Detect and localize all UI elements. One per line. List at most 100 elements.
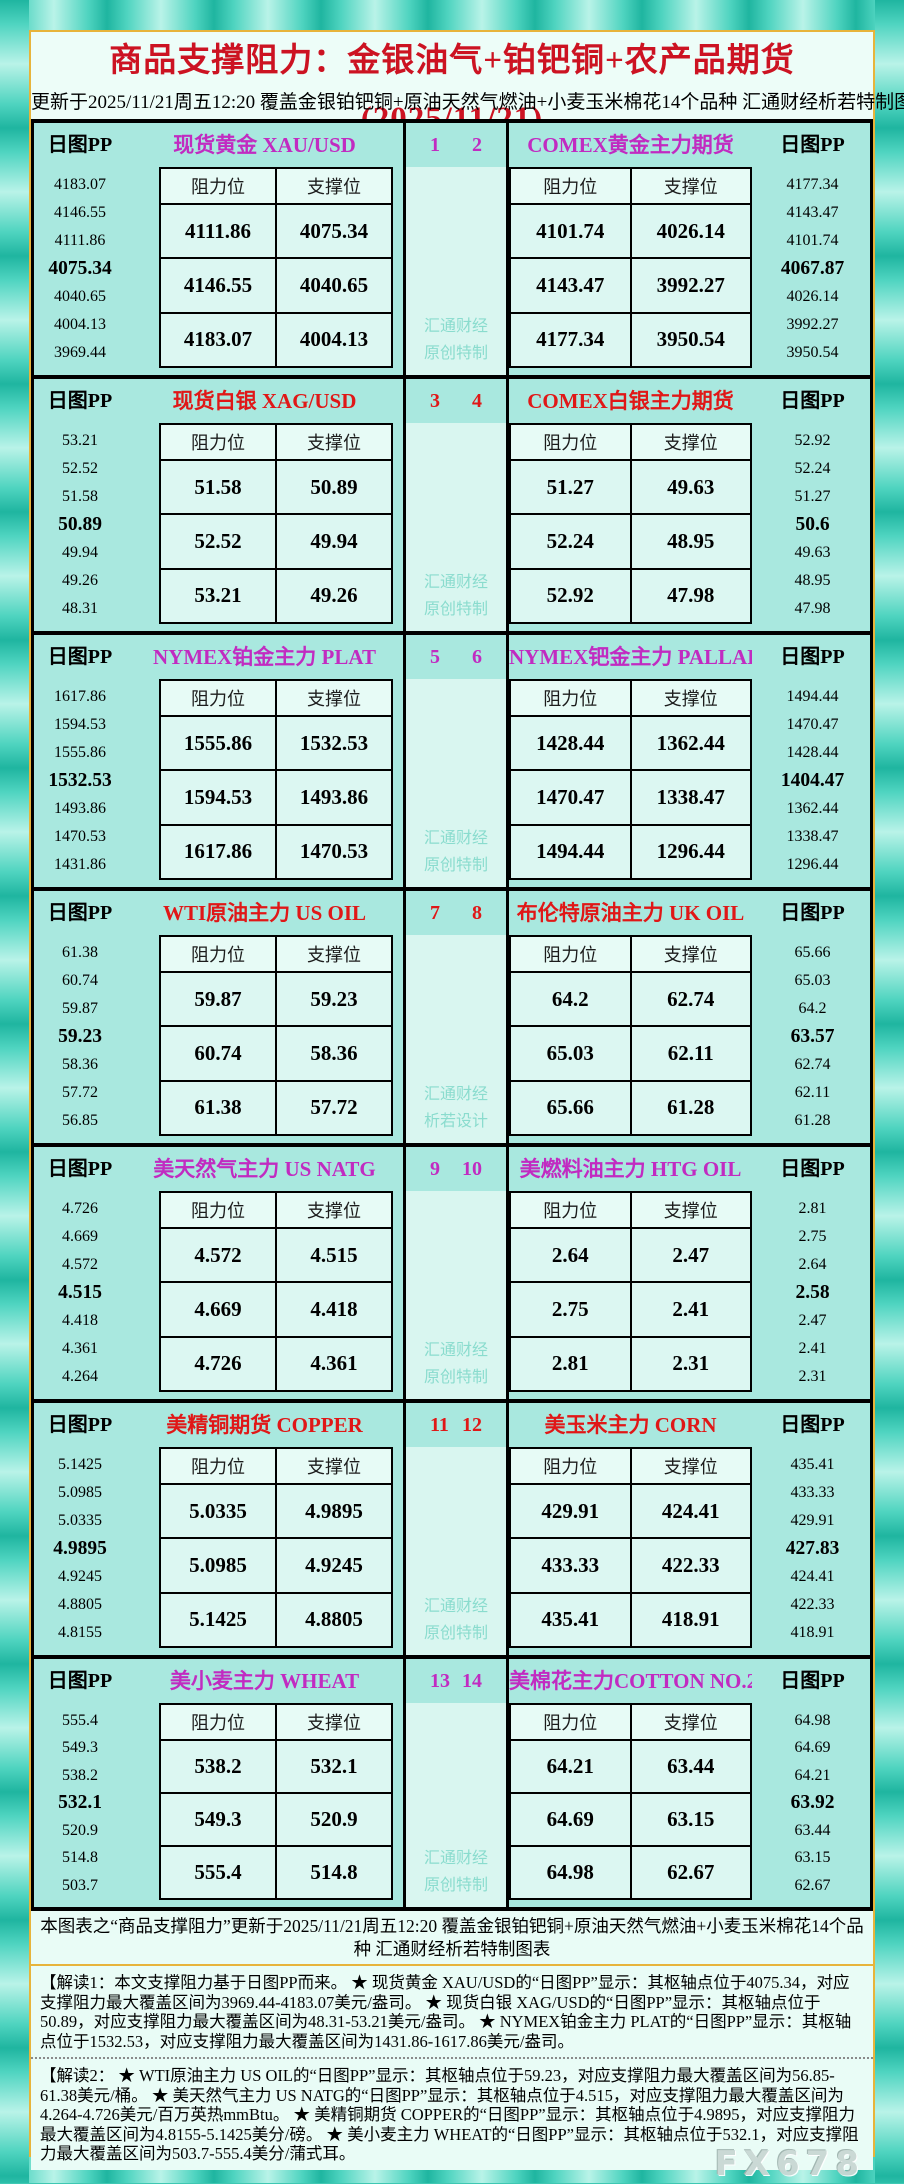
block-index-right: 6 bbox=[472, 645, 482, 668]
pp-level-value: 51.27 bbox=[794, 488, 831, 505]
pp-level-value: 48.95 bbox=[794, 572, 831, 589]
watermark-line-1: 汇通财经 bbox=[423, 1342, 488, 1359]
level-row: 59.87 59.23 bbox=[159, 970, 393, 1028]
pp-level-value: 435.41 bbox=[790, 1456, 835, 1473]
levels-table: 阻力位 支撑位 2.64 2.47 2.75 2.41 2.81 2.31 bbox=[509, 1191, 752, 1393]
pp-level-value: 64.2 bbox=[798, 1000, 827, 1017]
instrument-title: 美棉花主力COTTON NO.2 bbox=[509, 1669, 752, 1693]
center-watermark: 汇通财经 原创特制 bbox=[406, 569, 506, 631]
pp-values: 65.66 65.03 64.2 63.57 62.74 62.11 61.28 bbox=[752, 935, 873, 1143]
block-index-right: 2 bbox=[472, 133, 482, 156]
level-value: 64.98 bbox=[509, 1845, 632, 1900]
left-pp-column: 日图PP 1617.86 1594.53 1555.86 1532.53 1493.86… bbox=[34, 635, 126, 887]
block-indices: 1 2 bbox=[406, 123, 506, 167]
pp-level-value: 4.9245 bbox=[58, 1568, 102, 1585]
watermark-line-2: 析若设计 bbox=[423, 1113, 488, 1130]
level-value: 57.72 bbox=[275, 1079, 393, 1137]
level-row: 1428.44 1362.44 bbox=[509, 714, 752, 772]
watermark-line-1: 汇通财经 bbox=[423, 1598, 488, 1615]
pp-level-value: 65.66 bbox=[794, 944, 831, 961]
level-value: 4101.74 bbox=[509, 202, 632, 260]
level-value: 4146.55 bbox=[159, 257, 277, 314]
level-row: 64.69 63.15 bbox=[509, 1792, 752, 1847]
levels-table: 阻力位 支撑位 1555.86 1532.53 1594.53 1493.86 1617… bbox=[159, 679, 393, 881]
levels-table: 阻力位 支撑位 4111.86 4075.34 4146.55 4040.65 4183… bbox=[159, 167, 393, 369]
level-value: 1296.44 bbox=[629, 823, 752, 881]
pp-level-value: 61.38 bbox=[62, 944, 98, 961]
resistance-header: 阻力位 bbox=[509, 935, 632, 973]
commodity-block: 日图PP 5.1425 5.0985 5.0335 4.9895 4.9245 4.880… bbox=[31, 1399, 873, 1655]
sheet: 商品支撑阻力：金银油气+铂钯铜+农产品期货(2025/11/21) 更新于202… bbox=[29, 30, 904, 2184]
block-index-left: 5 bbox=[430, 645, 440, 668]
pivot-point-value: 50.89 bbox=[58, 514, 102, 535]
pp-values: 5.1425 5.0985 5.0335 4.9895 4.9245 4.8805 4.81… bbox=[34, 1447, 126, 1655]
level-value: 1594.53 bbox=[159, 769, 277, 826]
level-value: 4.515 bbox=[275, 1226, 393, 1284]
pp-level-value: 1362.44 bbox=[786, 800, 839, 817]
block-index-right: 14 bbox=[462, 1669, 482, 1692]
instrument-title: 美天然气主力 US NATG bbox=[153, 1157, 376, 1181]
level-value: 48.95 bbox=[629, 513, 752, 570]
pp-level-value: 53.21 bbox=[62, 432, 98, 449]
pp-level-value: 3969.44 bbox=[54, 344, 106, 361]
level-value: 1470.53 bbox=[275, 823, 393, 881]
level-value: 62.11 bbox=[629, 1025, 752, 1082]
resistance-header: 阻力位 bbox=[159, 1703, 277, 1741]
level-value: 514.8 bbox=[275, 1845, 393, 1900]
left-pp-column: 日图PP 555.4 549.3 538.2 532.1 520.9 514.8 503.7 bbox=[34, 1659, 126, 1907]
left-pp-column: 日图PP 61.38 60.74 59.87 59.23 58.36 57.72 56.85 bbox=[34, 891, 126, 1143]
pp-values: 1617.86 1594.53 1555.86 1532.53 1493.86 1470.… bbox=[34, 679, 126, 887]
pp-level-value: 48.31 bbox=[62, 600, 98, 617]
watermark-line-2: 原创特制 bbox=[423, 857, 488, 874]
level-value: 1428.44 bbox=[509, 714, 632, 772]
level-row: 2.75 2.41 bbox=[509, 1281, 752, 1338]
level-value: 62.67 bbox=[629, 1845, 752, 1900]
level-value: 1555.86 bbox=[159, 714, 277, 772]
pp-level-value: 424.41 bbox=[790, 1568, 835, 1585]
level-value: 2.75 bbox=[509, 1281, 632, 1338]
pp-header: 日图PP bbox=[780, 390, 845, 412]
watermark-line-2: 原创特制 bbox=[423, 1625, 488, 1642]
pp-header: 日图PP bbox=[780, 1158, 845, 1180]
level-value: 51.27 bbox=[509, 458, 632, 516]
pp-header: 日图PP bbox=[780, 1670, 845, 1692]
pp-level-value: 49.94 bbox=[62, 544, 98, 561]
instrument-title: NYMEX钯金主力 PALLAD bbox=[509, 645, 752, 669]
pp-level-value: 4146.55 bbox=[54, 204, 106, 221]
pp-level-value: 503.7 bbox=[62, 1876, 98, 1894]
resistance-header: 阻力位 bbox=[159, 1447, 277, 1485]
pivot-point-value: 532.1 bbox=[58, 1792, 102, 1813]
level-value: 532.1 bbox=[275, 1739, 393, 1794]
level-row: 65.66 61.28 bbox=[509, 1079, 752, 1137]
pp-level-value: 422.33 bbox=[790, 1596, 835, 1613]
levels-table: 阻力位 支撑位 4101.74 4026.14 4143.47 3992.27 4177… bbox=[509, 167, 752, 369]
level-value: 429.91 bbox=[509, 1482, 632, 1540]
level-row: 4111.86 4075.34 bbox=[159, 202, 393, 260]
resistance-header: 阻力位 bbox=[509, 1191, 632, 1229]
pp-values: 53.21 52.52 51.58 50.89 49.94 49.26 48.31 bbox=[34, 423, 126, 631]
pp-level-value: 64.21 bbox=[794, 1766, 831, 1784]
instrument-title: NYMEX铂金主力 PLAT bbox=[152, 645, 377, 669]
pp-level-value: 63.15 bbox=[794, 1849, 831, 1866]
level-row: 5.0985 4.9245 bbox=[159, 1537, 393, 1594]
pp-header: 日图PP bbox=[47, 902, 113, 924]
level-value: 4.8805 bbox=[275, 1591, 393, 1649]
block-indices: 5 6 bbox=[406, 635, 506, 679]
pivot-point-value: 63.92 bbox=[790, 1792, 835, 1813]
level-value: 424.41 bbox=[629, 1482, 752, 1540]
pp-level-value: 52.52 bbox=[62, 460, 98, 477]
pp-level-value: 4101.74 bbox=[786, 232, 839, 249]
pp-level-value: 1494.44 bbox=[786, 688, 839, 705]
right-pp-column: 日图PP 52.92 52.24 51.27 50.6 49.63 48.95 47.98 bbox=[752, 379, 873, 631]
instrument-title: 布伦特原油主力 UK OIL bbox=[516, 901, 745, 925]
block-index-left: 7 bbox=[430, 901, 440, 924]
level-row: 435.41 418.91 bbox=[509, 1591, 752, 1649]
level-row: 51.27 49.63 bbox=[509, 458, 752, 516]
level-row: 4.572 4.515 bbox=[159, 1226, 393, 1284]
pp-level-value: 433.33 bbox=[790, 1484, 835, 1501]
level-row: 4177.34 3950.54 bbox=[509, 311, 752, 369]
pp-header: 日图PP bbox=[780, 1414, 845, 1436]
pp-level-value: 4.264 bbox=[62, 1368, 98, 1385]
level-row: 4146.55 4040.65 bbox=[159, 257, 393, 314]
pp-values: 555.4 549.3 538.2 532.1 520.9 514.8 503.7 bbox=[34, 1703, 126, 1907]
